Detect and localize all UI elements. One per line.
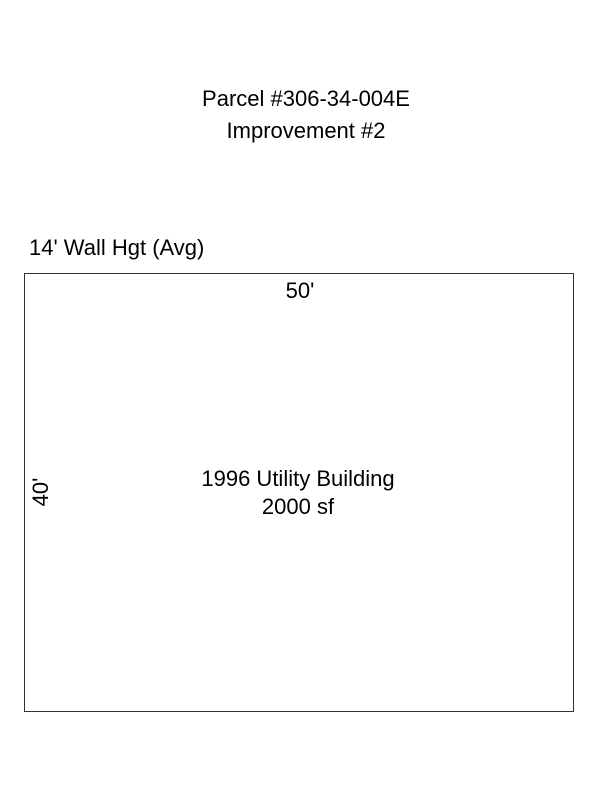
building-area: 2000 sf: [261, 494, 335, 519]
width-dimension-label: 50': [285, 278, 315, 303]
wall-height-label: 14' Wall Hgt (Avg): [29, 235, 205, 260]
improvement-title: Improvement #2: [226, 118, 386, 143]
building-outline: [24, 273, 574, 712]
parcel-title: Parcel #306-34-004E: [202, 86, 410, 111]
building-description: 1996 Utility Building: [201, 466, 395, 491]
